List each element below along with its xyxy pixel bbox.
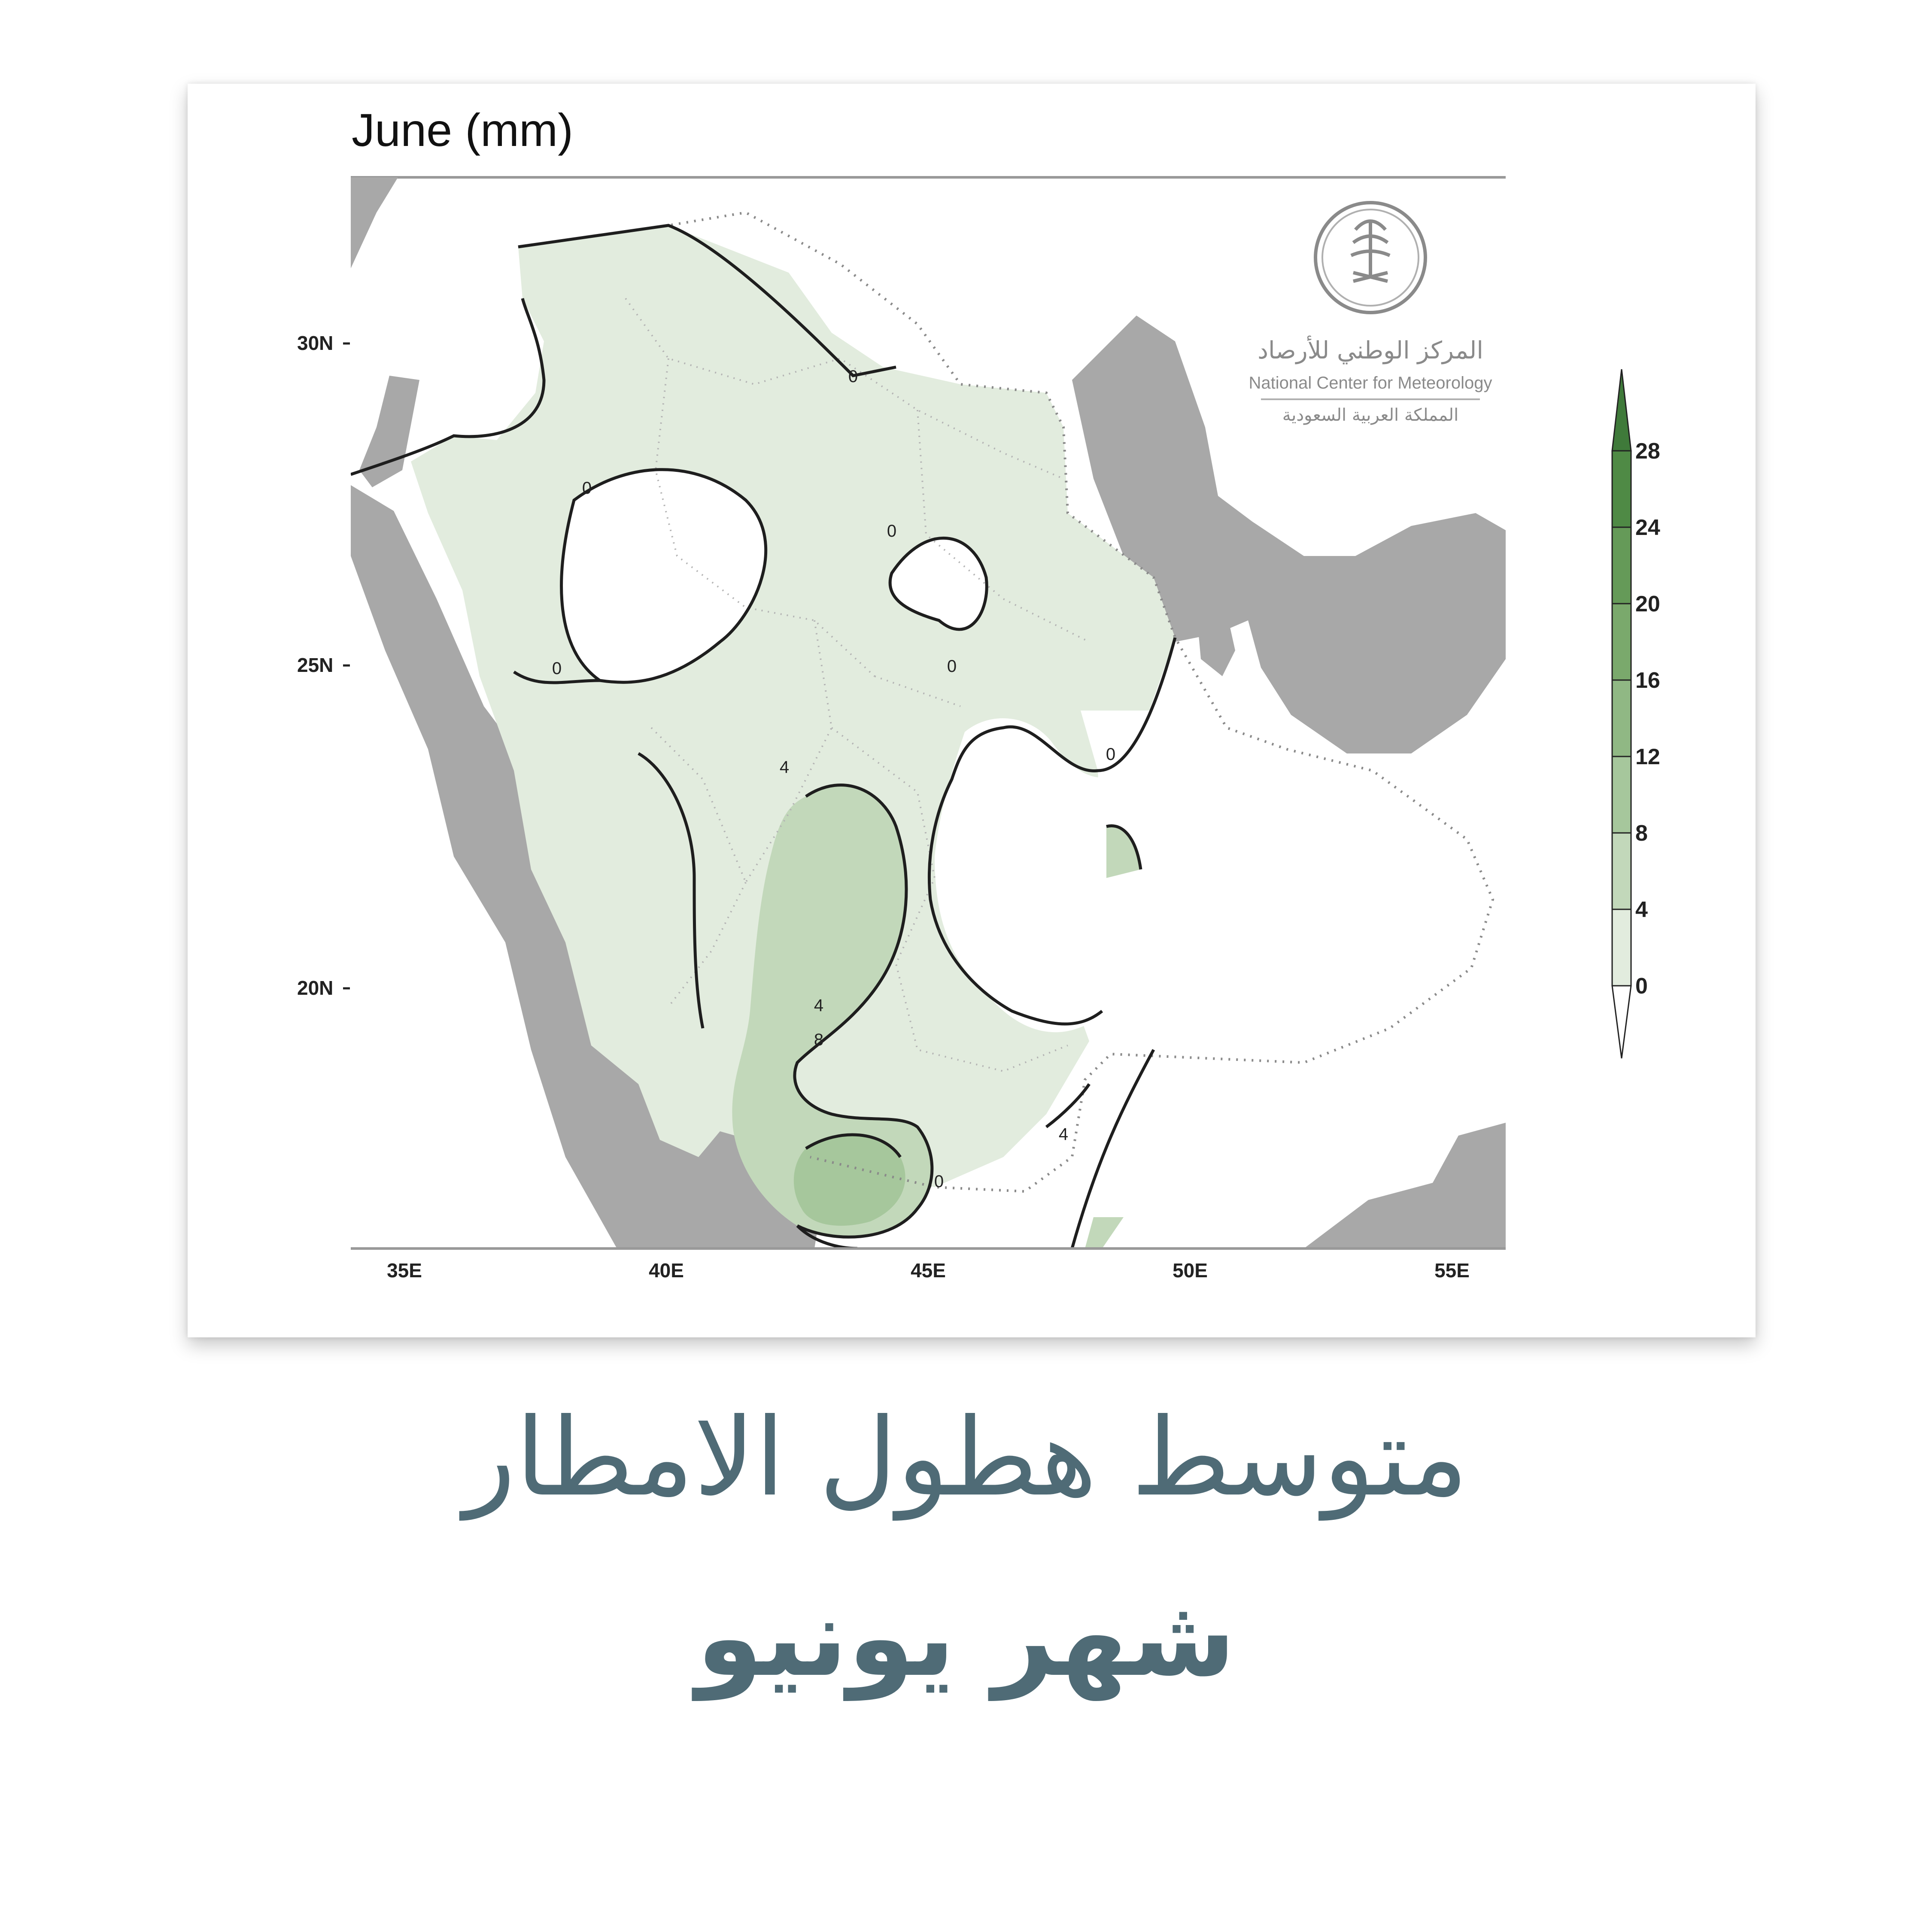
lat-tick-label: 25N bbox=[297, 654, 333, 676]
colorbar: 28 24 20 16 12 8 4 0 bbox=[1611, 369, 1660, 1059]
land-qatar bbox=[1197, 582, 1235, 676]
dry-region-central bbox=[890, 538, 987, 629]
contour-label: 0 bbox=[552, 659, 562, 678]
ncm-emblem-icon bbox=[1314, 201, 1427, 314]
rain-fill-8-12 bbox=[793, 1134, 905, 1226]
contour-label: 8 bbox=[814, 1030, 823, 1049]
lat-tick-label: 30N bbox=[297, 332, 333, 354]
colorbar-band-8-12 bbox=[1611, 756, 1632, 834]
colorbar-label: 0 bbox=[1635, 974, 1648, 999]
contour-4-west bbox=[793, 784, 934, 1239]
lon-tick-label: 35E bbox=[387, 1259, 422, 1282]
contour-4-small bbox=[805, 1133, 902, 1158]
latitude-axis: 30N 25N 20N bbox=[297, 332, 350, 999]
contour-label: 0 bbox=[947, 657, 957, 676]
dry-region-east bbox=[935, 718, 1124, 1033]
contour-label: 4 bbox=[780, 758, 789, 777]
colorbar-label: 12 bbox=[1635, 744, 1660, 769]
contour-label: 0 bbox=[1106, 745, 1115, 764]
contour-label: 0 bbox=[934, 1172, 944, 1191]
contour-east-small bbox=[1106, 824, 1142, 870]
lat-tick-label: 20N bbox=[297, 977, 333, 999]
ncm-logo-text-en: National Center for Meteorology bbox=[1249, 374, 1492, 392]
colorbar-band-24-28 bbox=[1611, 450, 1632, 528]
rain-fill-4-8-east bbox=[1106, 826, 1141, 878]
contour-0-southwest bbox=[638, 752, 705, 1029]
longitude-axis: 35E 40E 45E 50E 55E bbox=[387, 1259, 1470, 1282]
map-card: June (mm) bbox=[188, 84, 1756, 1337]
contour-0-east bbox=[927, 637, 1177, 1026]
contour-label: 4 bbox=[814, 996, 823, 1015]
contour-label: 4 bbox=[1059, 1125, 1068, 1144]
contour-0-northwest bbox=[351, 298, 546, 476]
colorbar-band-0-4 bbox=[1611, 908, 1632, 987]
caption-title: متوسط هطول الامطار bbox=[464, 1395, 1468, 1520]
contour-lines bbox=[351, 224, 1177, 1249]
contour-4-south bbox=[1045, 1083, 1091, 1128]
contour-0-hole-north bbox=[560, 468, 768, 684]
colorbar-band-20-24 bbox=[1611, 526, 1632, 605]
colorbar-band-4-8 bbox=[1611, 832, 1632, 910]
lon-tick-label: 40E bbox=[649, 1259, 684, 1282]
contour-label: 0 bbox=[848, 367, 858, 386]
ncm-logo: المركز الوطني للأرصاد National Center fo… bbox=[1249, 201, 1492, 425]
contour-0-southeast bbox=[1070, 1049, 1155, 1249]
colorbar-label: 4 bbox=[1635, 897, 1648, 922]
contour-label: 0 bbox=[582, 479, 592, 498]
lon-tick-label: 50E bbox=[1173, 1259, 1208, 1282]
colorbar-band-12-16 bbox=[1611, 679, 1632, 757]
colorbar-label: 8 bbox=[1635, 821, 1648, 846]
rainfall-map: June (mm) bbox=[297, 104, 1660, 1282]
regional-boundaries bbox=[625, 298, 1090, 1072]
contour-0-west bbox=[513, 671, 600, 684]
dry-region-north bbox=[561, 469, 766, 683]
colorbar-label: 16 bbox=[1635, 668, 1660, 693]
rain-fill-4-8-west bbox=[732, 785, 932, 1237]
colorbar-label: 24 bbox=[1635, 515, 1660, 540]
ncm-logo-text-ar: المركز الوطني للأرصاد bbox=[1258, 335, 1483, 365]
colorbar-band-16-20 bbox=[1611, 603, 1632, 681]
map-title: June (mm) bbox=[352, 104, 573, 156]
land-northwest bbox=[351, 177, 398, 268]
colorbar-label: 28 bbox=[1635, 439, 1660, 464]
contour-labels: 0 0 0 0 0 4 0 4 8 4 0 bbox=[552, 367, 1115, 1191]
colorbar-top-arrow bbox=[1611, 369, 1632, 452]
land-sinai bbox=[359, 376, 419, 487]
land-somalia-corner bbox=[1304, 1123, 1506, 1249]
lon-tick-label: 45E bbox=[911, 1259, 946, 1282]
land-iran bbox=[1072, 316, 1506, 753]
lon-tick-label: 55E bbox=[1434, 1259, 1470, 1282]
plot-area: 0 0 0 0 0 4 0 4 8 4 0 bbox=[351, 177, 1506, 1249]
rain-fill-4-8-south bbox=[1085, 1217, 1124, 1249]
contour-0-northeast bbox=[518, 224, 896, 377]
contour-label: 0 bbox=[887, 522, 896, 541]
contour-0-hole-central bbox=[888, 536, 988, 631]
caption-month: شهر يونيو bbox=[696, 1575, 1236, 1700]
country-border bbox=[518, 211, 1495, 1193]
colorbar-label: 20 bbox=[1635, 592, 1660, 617]
colorbar-bottom-arrow bbox=[1611, 985, 1632, 1059]
ncm-logo-text-country: المملكة العربية السعودية bbox=[1282, 405, 1458, 425]
